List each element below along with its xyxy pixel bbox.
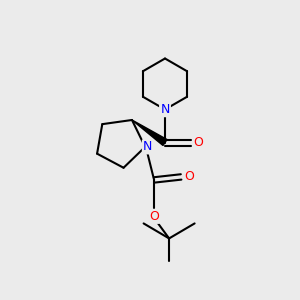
Text: O: O bbox=[184, 170, 194, 183]
Text: N: N bbox=[143, 140, 152, 153]
Text: N: N bbox=[160, 103, 170, 116]
Polygon shape bbox=[132, 120, 167, 146]
Text: O: O bbox=[149, 210, 159, 223]
Text: O: O bbox=[194, 136, 203, 149]
